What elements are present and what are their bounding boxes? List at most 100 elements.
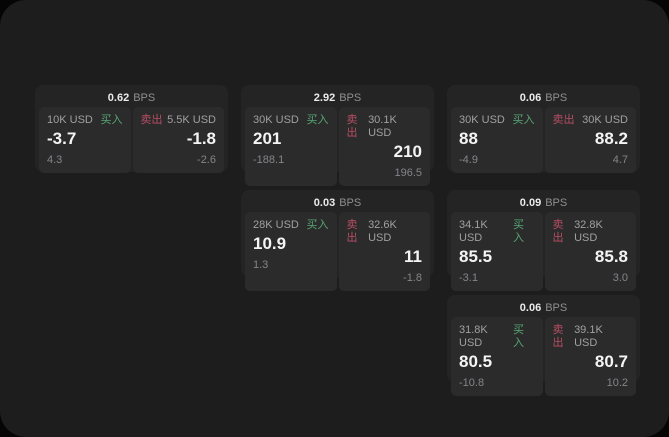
buy-tile-top-row: 34.1K USD 买入 xyxy=(459,219,535,245)
price-cards-grid: 0.62 BPS 10K USD 买入 -3.7 4.3 卖出 5.5K USD xyxy=(35,85,640,396)
bps-unit-label: BPS xyxy=(133,92,156,104)
buy-side-label: 买入 xyxy=(512,114,535,126)
sell-price: 80.7 xyxy=(594,352,628,371)
spread-bps-value: 0.06 xyxy=(519,302,542,314)
sell-tile-top-row: 卖出 30K USD xyxy=(553,114,629,127)
sell-notional: 30.1K USD xyxy=(368,114,397,139)
sell-notional: 32.6K USD xyxy=(368,219,397,244)
buy-price-tile[interactable]: 30K USD 买入 88 -4.9 xyxy=(451,107,543,173)
sell-side-label: 卖出 xyxy=(552,324,564,349)
card-body: 31.8K USD 买入 80.5 -10.8 卖出 39.1K USD 80.… xyxy=(451,317,636,396)
buy-price-tile[interactable]: 10K USD 买入 -3.7 4.3 xyxy=(39,107,131,173)
card-body: 30K USD 买入 201 -188.1 卖出 30.1K USD 210 1… xyxy=(245,107,430,186)
card-header: 0.06 BPS xyxy=(451,89,636,107)
sell-delta: 10.2 xyxy=(606,377,628,389)
sell-side-label: 卖出 xyxy=(552,219,564,244)
bps-unit-label: BPS xyxy=(545,302,568,314)
sell-notional: 32.8K USD xyxy=(574,219,603,244)
buy-side-label: 买入 xyxy=(306,219,329,231)
sell-delta: -1.8 xyxy=(403,272,422,284)
sell-delta: 4.7 xyxy=(612,154,628,166)
sell-price: 85.8 xyxy=(594,247,628,266)
sell-side-label: 卖出 xyxy=(140,114,163,126)
spread-bps-value: 0.03 xyxy=(313,197,336,209)
sell-delta: 196.5 xyxy=(394,167,422,179)
card-body: 10K USD 买入 -3.7 4.3 卖出 5.5K USD -1.8 -2.… xyxy=(39,107,224,173)
sell-price-tile[interactable]: 卖出 30K USD 88.2 4.7 xyxy=(544,107,636,173)
buy-price-tile[interactable]: 30K USD 买入 201 -188.1 xyxy=(245,107,337,186)
sell-side-label: 卖出 xyxy=(552,114,575,126)
bps-unit-label: BPS xyxy=(339,197,362,209)
buy-price-tile[interactable]: 28K USD 买入 10.9 1.3 xyxy=(245,212,337,291)
buy-notional: 30K USD xyxy=(459,114,505,126)
spread-bps-value: 0.62 xyxy=(107,92,130,104)
buy-price: 201 xyxy=(253,129,282,148)
price-card: 0.62 BPS 10K USD 买入 -3.7 4.3 卖出 5.5K USD xyxy=(35,85,228,173)
card-body: 28K USD 买入 10.9 1.3 卖出 32.6K USD 11 -1.8 xyxy=(245,212,430,291)
card-header: 0.03 BPS xyxy=(245,194,430,212)
buy-delta: -188.1 xyxy=(253,154,285,166)
spread-bps-value: 0.06 xyxy=(519,92,542,104)
spread-bps-value: 2.92 xyxy=(313,92,336,104)
sell-tile-top-row: 卖出 32.8K USD xyxy=(553,219,629,245)
buy-notional: 30K USD xyxy=(253,114,299,126)
buy-notional: 10K USD xyxy=(47,114,93,126)
buy-price: 80.5 xyxy=(459,352,493,371)
buy-tile-top-row: 10K USD 买入 xyxy=(47,114,123,127)
sell-price: -1.8 xyxy=(186,129,216,148)
bps-unit-label: BPS xyxy=(545,197,568,209)
sell-price-tile[interactable]: 卖出 30.1K USD 210 196.5 xyxy=(338,107,430,186)
sell-tile-top-row: 卖出 32.6K USD xyxy=(347,219,423,245)
buy-notional: 28K USD xyxy=(253,219,299,231)
card-body: 34.1K USD 买入 85.5 -3.1 卖出 32.8K USD 85.8… xyxy=(451,212,636,291)
sell-price-tile[interactable]: 卖出 39.1K USD 80.7 10.2 xyxy=(544,317,636,396)
price-card: 0.09 BPS 34.1K USD 买入 85.5 -3.1 卖出 32.8K… xyxy=(447,190,640,291)
buy-delta: 1.3 xyxy=(253,259,269,271)
buy-side-label: 买入 xyxy=(100,114,123,126)
buy-side-label: 买入 xyxy=(512,324,524,349)
card-header: 2.92 BPS xyxy=(245,89,430,107)
card-header: 0.09 BPS xyxy=(451,194,636,212)
buy-delta: -4.9 xyxy=(459,154,478,166)
buy-price: 10.9 xyxy=(253,234,287,253)
buy-delta: 4.3 xyxy=(47,154,63,166)
buy-tile-top-row: 30K USD 买入 xyxy=(459,114,535,127)
buy-tile-top-row: 30K USD 买入 xyxy=(253,114,329,127)
bps-unit-label: BPS xyxy=(545,92,568,104)
buy-side-label: 买入 xyxy=(512,219,524,244)
buy-price-tile[interactable]: 34.1K USD 买入 85.5 -3.1 xyxy=(451,212,543,291)
sell-tile-top-row: 卖出 5.5K USD xyxy=(141,114,217,127)
buy-notional: 31.8K USD xyxy=(459,324,488,349)
buy-price: 85.5 xyxy=(459,247,493,266)
buy-price-tile[interactable]: 31.8K USD 买入 80.5 -10.8 xyxy=(451,317,543,396)
sell-tile-top-row: 卖出 30.1K USD xyxy=(347,114,423,140)
price-card: 0.03 BPS 28K USD 买入 10.9 1.3 卖出 32.6K US… xyxy=(241,190,434,291)
price-card: 2.92 BPS 30K USD 买入 201 -188.1 卖出 30.1K … xyxy=(241,85,434,186)
card-body: 30K USD 买入 88 -4.9 卖出 30K USD 88.2 4.7 xyxy=(451,107,636,173)
price-card: 0.06 BPS 31.8K USD 买入 80.5 -10.8 卖出 39.1… xyxy=(447,295,640,396)
card-header: 0.62 BPS xyxy=(39,89,224,107)
sell-price: 11 xyxy=(404,247,422,266)
buy-delta: -3.1 xyxy=(459,272,478,284)
sell-notional: 5.5K USD xyxy=(167,114,216,126)
buy-delta: -10.8 xyxy=(459,377,485,389)
card-header: 0.06 BPS xyxy=(451,299,636,317)
buy-price: -3.7 xyxy=(47,129,77,148)
sell-price-tile[interactable]: 卖出 5.5K USD -1.8 -2.6 xyxy=(132,107,224,173)
sell-price: 88.2 xyxy=(594,129,628,148)
buy-tile-top-row: 28K USD 买入 xyxy=(253,219,329,232)
sell-price: 210 xyxy=(393,142,422,161)
sell-price-tile[interactable]: 卖出 32.6K USD 11 -1.8 xyxy=(338,212,430,291)
sell-side-label: 卖出 xyxy=(346,219,358,244)
sell-price-tile[interactable]: 卖出 32.8K USD 85.8 3.0 xyxy=(544,212,636,291)
spread-bps-value: 0.09 xyxy=(519,197,542,209)
buy-notional: 34.1K USD xyxy=(459,219,488,244)
buy-tile-top-row: 31.8K USD 买入 xyxy=(459,324,535,350)
buy-price: 88 xyxy=(459,129,478,148)
sell-side-label: 卖出 xyxy=(346,114,358,139)
sell-delta: -2.6 xyxy=(197,154,216,166)
sell-notional: 39.1K USD xyxy=(574,324,603,349)
sell-notional: 30K USD xyxy=(582,114,628,126)
price-card: 0.06 BPS 30K USD 买入 88 -4.9 卖出 30K USD xyxy=(447,85,640,173)
